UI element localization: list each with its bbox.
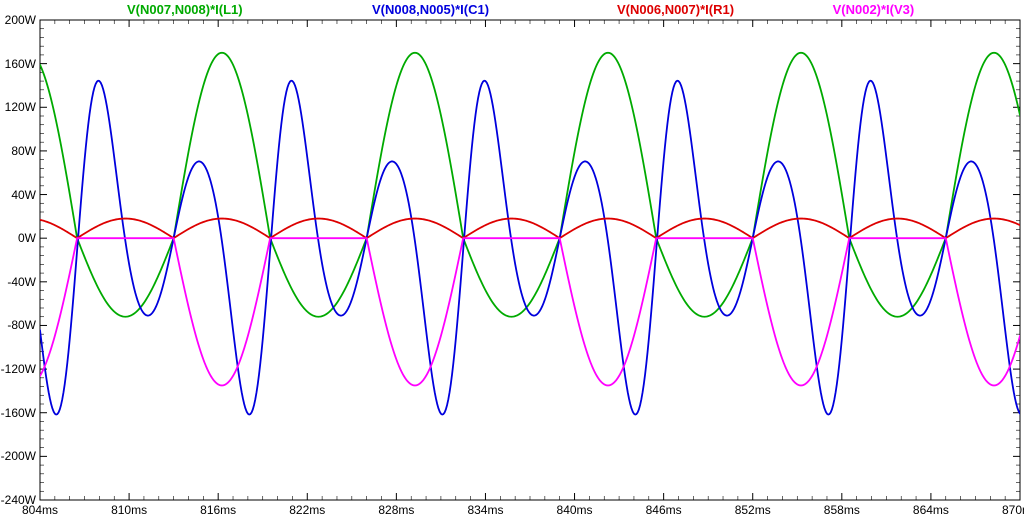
y-tick-label: -200W xyxy=(0,449,36,463)
y-tick-label: 200W xyxy=(0,13,36,27)
x-tick-label: 858ms xyxy=(824,503,860,517)
x-tick-label: 834ms xyxy=(467,503,503,517)
plot-svg xyxy=(0,0,1024,518)
y-tick-label: -80W xyxy=(0,318,36,332)
legend-trace-c1: V(N008,N005)*I(C1) xyxy=(372,2,489,17)
x-tick-label: 864ms xyxy=(913,503,949,517)
trace-green xyxy=(40,53,1020,317)
x-tick-label: 846ms xyxy=(646,503,682,517)
y-tick-label: -120W xyxy=(0,362,36,376)
x-tick-label: 840ms xyxy=(557,503,593,517)
y-tick-label: 120W xyxy=(0,100,36,114)
legend-trace-l1: V(N007,N008)*I(L1) xyxy=(127,2,243,17)
legend-trace-v3: V(N002)*I(V3) xyxy=(833,2,915,17)
x-tick-label: 810ms xyxy=(111,503,147,517)
y-tick-label: 80W xyxy=(0,144,36,158)
x-tick-label: 816ms xyxy=(200,503,236,517)
y-tick-label: 160W xyxy=(0,57,36,71)
y-tick-label: -160W xyxy=(0,406,36,420)
x-tick-label: 852ms xyxy=(735,503,771,517)
y-tick-label: -40W xyxy=(0,275,36,289)
waveform-chart: V(N007,N008)*I(L1) V(N008,N005)*I(C1) V(… xyxy=(0,0,1024,518)
x-tick-label: 804ms xyxy=(22,503,58,517)
y-tick-label: 0W xyxy=(0,231,36,245)
x-tick-label: 828ms xyxy=(378,503,414,517)
y-tick-label: 40W xyxy=(0,188,36,202)
legend-trace-r1: V(N006,N007)*I(R1) xyxy=(617,2,734,17)
trace-red xyxy=(40,219,1020,239)
x-tick-label: 822ms xyxy=(289,503,325,517)
trace-blue xyxy=(40,81,1020,415)
x-tick-label: 870ms xyxy=(1002,503,1024,517)
trace-magenta xyxy=(40,238,1020,385)
